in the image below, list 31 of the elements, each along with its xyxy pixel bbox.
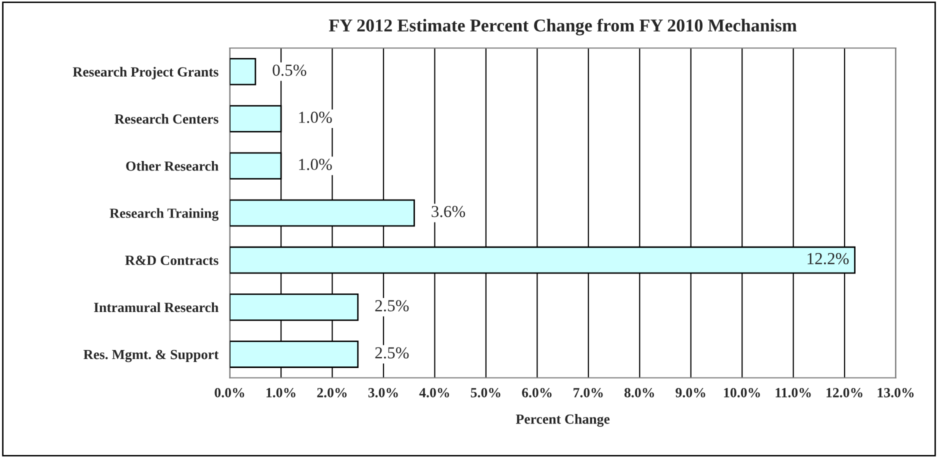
x-tick-label: 6.0% — [522, 388, 552, 398]
y-tick-label: R&D Contracts — [125, 256, 218, 266]
x-tick-label: 5.0% — [470, 388, 500, 398]
y-tick-label: Res. Mgmt. & Support — [84, 350, 219, 362]
chart-title: FY 2012 Estimate Percent Change from FY 2010 Mechanism — [328, 18, 797, 36]
data-label: 1.0% — [299, 112, 332, 123]
x-tick-label: 8.0% — [624, 388, 654, 398]
data-label: 1.0% — [299, 158, 332, 170]
y-tick-label: Research Centers — [114, 114, 218, 124]
x-tick-label: 9.0% — [676, 388, 706, 398]
y-tick-label: Research Training — [110, 208, 219, 221]
data-label: 2.5% — [375, 300, 409, 312]
data-label: 12.2% — [808, 253, 849, 264]
x-tick-label: 4.0% — [419, 388, 450, 398]
x-tick-label: 2.0% — [317, 388, 347, 398]
x-tick-label: 7.0% — [574, 388, 603, 398]
x-tick-label: 10.0% — [724, 388, 760, 398]
x-tick-label: 3.0% — [368, 388, 398, 398]
x-tick-label: 13.0% — [878, 388, 914, 398]
y-tick-label: Intramural Research — [94, 302, 218, 312]
x-tick-label: 1.0% — [266, 388, 296, 398]
data-label: 3.6% — [432, 206, 466, 218]
data-label: 2.5% — [375, 347, 409, 359]
bar — [230, 58, 256, 86]
x-tick-label: 11.0% — [776, 388, 811, 398]
y-tick-label: Other Research — [126, 161, 218, 171]
data-label: 0.5% — [272, 64, 306, 76]
y-tick-label: Research Project Grants — [72, 66, 218, 80]
x-tick-label: 12.0% — [826, 388, 862, 398]
x-axis-title: Percent Change — [516, 414, 610, 427]
x-tick-label: 0.0% — [214, 388, 244, 398]
